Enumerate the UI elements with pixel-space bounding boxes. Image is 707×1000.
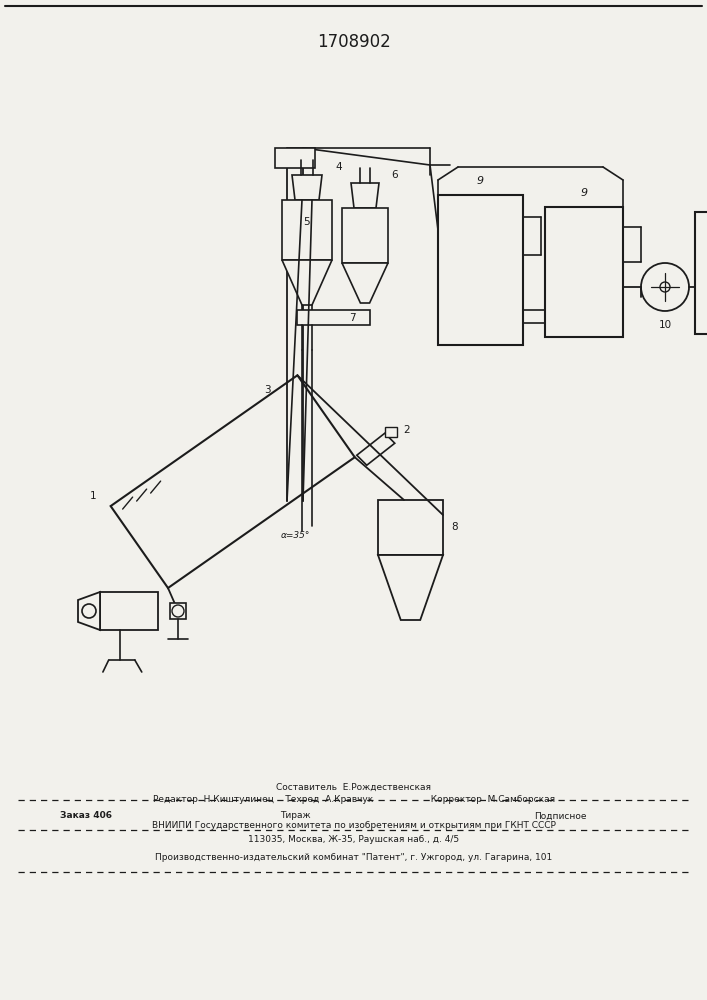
Polygon shape — [78, 592, 100, 630]
Text: ВНИИПИ Государственного комитета по изобретениям и открытиям при ГКНТ СССР: ВНИИПИ Государственного комитета по изоб… — [152, 822, 556, 830]
Text: 4: 4 — [336, 162, 342, 172]
Bar — [100, 592, 158, 630]
Text: 113035, Москва, Ж-35, Раушская наб., д. 4/5: 113035, Москва, Ж-35, Раушская наб., д. … — [248, 836, 460, 844]
Text: 3: 3 — [264, 385, 270, 395]
Polygon shape — [357, 433, 395, 465]
Bar — [342, 208, 388, 263]
Text: Подписное: Подписное — [534, 812, 586, 820]
Text: 9: 9 — [580, 188, 588, 198]
Text: 10: 10 — [658, 320, 672, 330]
Bar — [438, 195, 523, 345]
Text: Тираж: Тираж — [280, 812, 310, 820]
Bar — [282, 200, 332, 260]
Text: 2: 2 — [404, 425, 410, 435]
Text: Заказ 406: Заказ 406 — [60, 812, 112, 820]
Text: Составитель  Е.Рождественская: Составитель Е.Рождественская — [276, 782, 431, 792]
Text: 7: 7 — [349, 313, 356, 323]
Bar — [378, 500, 443, 555]
Text: Производственно-издательский комбинат "Патент", г. Ужгород, ул. Гагарина, 101: Производственно-издательский комбинат "П… — [156, 854, 553, 862]
Text: α=35°: α=35° — [280, 530, 310, 540]
Text: 8: 8 — [452, 522, 458, 532]
Polygon shape — [292, 175, 322, 200]
Bar — [545, 207, 623, 337]
Bar — [385, 427, 397, 437]
Text: 1: 1 — [89, 491, 96, 501]
Polygon shape — [351, 183, 379, 208]
Text: 6: 6 — [392, 170, 398, 180]
Polygon shape — [342, 263, 388, 303]
Text: 5: 5 — [304, 217, 310, 227]
Polygon shape — [378, 555, 443, 620]
Bar — [170, 603, 186, 619]
Text: 9: 9 — [477, 176, 484, 186]
Text: Редактор  Н.Киштулинец    Техред  А.Кравчук                    Корректор  М.Самб: Редактор Н.Киштулинец Техред А.Кравчук К… — [153, 794, 555, 804]
Bar — [297, 310, 370, 325]
Bar — [695, 212, 707, 334]
Text: 1708902: 1708902 — [317, 33, 391, 51]
Bar — [275, 148, 315, 168]
Polygon shape — [110, 375, 355, 588]
Polygon shape — [282, 260, 332, 305]
